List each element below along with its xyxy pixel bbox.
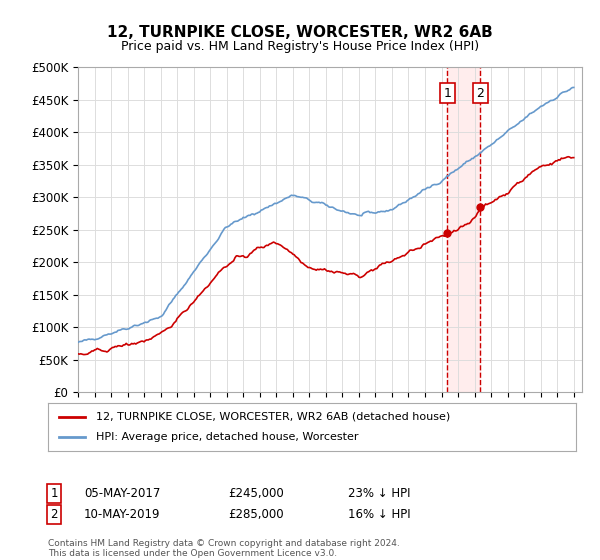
- Text: 23% ↓ HPI: 23% ↓ HPI: [348, 487, 410, 501]
- Bar: [448, 67, 481, 392]
- Text: HPI: Average price, detached house, Worcester: HPI: Average price, detached house, Worc…: [95, 432, 358, 442]
- Text: 05-MAY-2017: 05-MAY-2017: [84, 487, 160, 501]
- Text: 12, TURNPIKE CLOSE, WORCESTER, WR2 6AB: 12, TURNPIKE CLOSE, WORCESTER, WR2 6AB: [107, 25, 493, 40]
- Text: 2: 2: [50, 507, 58, 521]
- Text: 1: 1: [443, 87, 451, 100]
- Text: Contains HM Land Registry data © Crown copyright and database right 2024.
This d: Contains HM Land Registry data © Crown c…: [48, 539, 400, 558]
- Text: 12, TURNPIKE CLOSE, WORCESTER, WR2 6AB (detached house): 12, TURNPIKE CLOSE, WORCESTER, WR2 6AB (…: [95, 412, 450, 422]
- Text: Price paid vs. HM Land Registry's House Price Index (HPI): Price paid vs. HM Land Registry's House …: [121, 40, 479, 53]
- Text: 10-MAY-2019: 10-MAY-2019: [84, 507, 161, 521]
- Text: 2: 2: [476, 87, 484, 100]
- Text: 16% ↓ HPI: 16% ↓ HPI: [348, 507, 410, 521]
- Text: £285,000: £285,000: [228, 507, 284, 521]
- Text: £245,000: £245,000: [228, 487, 284, 501]
- Text: 1: 1: [50, 487, 58, 501]
